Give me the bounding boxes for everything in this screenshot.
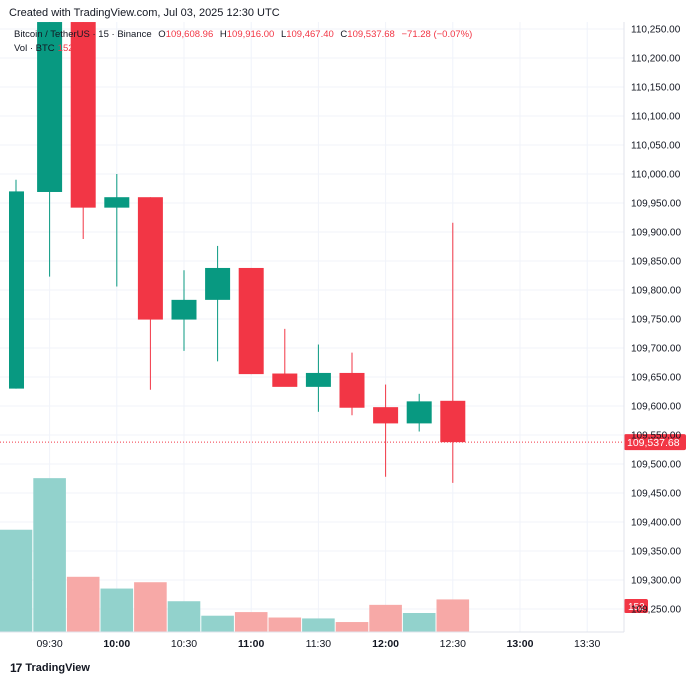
price-tick-label: 109,600.00 <box>631 402 681 413</box>
tradingview-logo-icon: 17 <box>10 661 22 675</box>
symbol-legend: Bitcoin / TetherUS · 15 · Binance O109,6… <box>14 29 472 40</box>
price-tick-label: 109,800.00 <box>631 286 681 297</box>
candle-body <box>9 191 24 389</box>
volume-bar <box>134 582 167 632</box>
close-label: C <box>340 29 348 40</box>
created-text: Created with TradingView.com, Jul 03, 20… <box>9 7 280 19</box>
candle-body <box>171 299 197 320</box>
volume-bar <box>167 601 201 632</box>
candle-body <box>37 22 63 192</box>
time-tick-label: 11:00 <box>238 638 264 650</box>
price-tick-label: 109,900.00 <box>631 228 681 239</box>
price-axis[interactable]: 110,250.00 110,200.00 110,150.00 110,100.00… <box>623 22 681 632</box>
time-tick-label: 13:30 <box>574 638 600 650</box>
volume-bar <box>302 618 335 632</box>
tradingview-brand: TradingView <box>25 662 90 674</box>
candle-body <box>440 400 466 443</box>
last-volume-label: 152 <box>628 602 645 613</box>
price-tick-label: 109,850.00 <box>631 257 681 268</box>
time-tick-label: 10:00 <box>103 638 130 650</box>
price-tick-label: 110,200.00 <box>631 54 681 65</box>
price-tick-label: 110,000.00 <box>631 170 681 181</box>
price-tick-label: 110,100.00 <box>631 112 681 123</box>
time-tick-label: 09:30 <box>36 638 62 650</box>
volume-bar <box>0 529 33 632</box>
price-tick-label: 109,350.00 <box>631 547 681 558</box>
price-tick-label: 109,550.00 <box>631 431 681 442</box>
volume-value: 152 <box>57 43 74 54</box>
open-label: O <box>158 29 166 40</box>
price-tick-label: 109,450.00 <box>631 489 681 500</box>
low-label: L <box>280 29 287 40</box>
volume-bar <box>402 612 436 632</box>
time-tick-label: 13:00 <box>507 638 534 650</box>
time-tick-label: 12:00 <box>372 638 399 650</box>
volume-bar <box>335 622 369 632</box>
high-value: 109,916.00 <box>226 29 275 40</box>
time-tick-label: 10:30 <box>171 638 197 650</box>
candle-body <box>137 197 163 320</box>
candle-body <box>272 373 298 387</box>
low-value: 109,467.40 <box>286 29 334 40</box>
volume-bar <box>436 599 470 632</box>
price-tick-label: 110,150.00 <box>631 83 681 94</box>
price-tick-label: 109,650.00 <box>631 373 681 384</box>
candle-body <box>104 197 130 208</box>
price-tick-label: 109,250.00 <box>631 605 681 616</box>
volume-bar <box>100 588 134 632</box>
last-price-line: 109,537.68 152 <box>0 434 686 613</box>
volume-bars <box>0 478 470 632</box>
candle-body <box>305 372 331 387</box>
symbol-name[interactable]: Bitcoin / TetherUS · 15 · Binance <box>14 29 152 40</box>
high-label: H <box>219 29 227 40</box>
last-price-label: 109,537.68 <box>627 437 680 449</box>
tradingview-footer[interactable]: 17 TradingView <box>10 661 90 675</box>
candle-body <box>373 407 399 424</box>
volume-bar <box>369 604 402 632</box>
price-tick-label: 109,700.00 <box>631 344 681 355</box>
volume-bar <box>268 617 302 632</box>
last-volume-badge <box>624 599 648 613</box>
last-price-badge <box>624 434 686 451</box>
volume-bar <box>234 612 268 632</box>
volume-legend: Vol · BTC 152 <box>14 43 74 54</box>
volume-label[interactable]: Vol · BTC <box>14 43 55 54</box>
time-axis[interactable]: 09:30 10:00 10:30 11:00 11:30 12:00 12:30 13:00… <box>0 631 624 650</box>
price-tick-label: 109,300.00 <box>631 576 681 587</box>
price-tick-label: 109,750.00 <box>631 315 681 326</box>
price-tick-label: 109,950.00 <box>631 199 681 210</box>
candle-body <box>238 267 264 375</box>
candles <box>9 22 466 483</box>
volume-bar <box>33 478 66 632</box>
candle-body <box>70 22 96 208</box>
price-tick-label: 110,250.00 <box>631 25 681 36</box>
close-value: 109,537.68 <box>347 29 395 40</box>
candle-body <box>406 401 432 424</box>
change-value: −71.28 (−0.07%) <box>401 29 473 40</box>
volume-bar <box>201 615 234 632</box>
price-tick-label: 110,050.00 <box>631 141 681 152</box>
price-tick-label: 109,400.00 <box>631 518 681 529</box>
time-tick-label: 11:30 <box>306 638 332 650</box>
price-tick-label: 109,500.00 <box>631 460 681 471</box>
open-value: 109,608.96 <box>165 29 214 40</box>
candle-body <box>205 267 231 300</box>
time-tick-label: 12:30 <box>440 638 466 650</box>
candle-body <box>339 372 365 408</box>
volume-bar <box>66 576 100 632</box>
